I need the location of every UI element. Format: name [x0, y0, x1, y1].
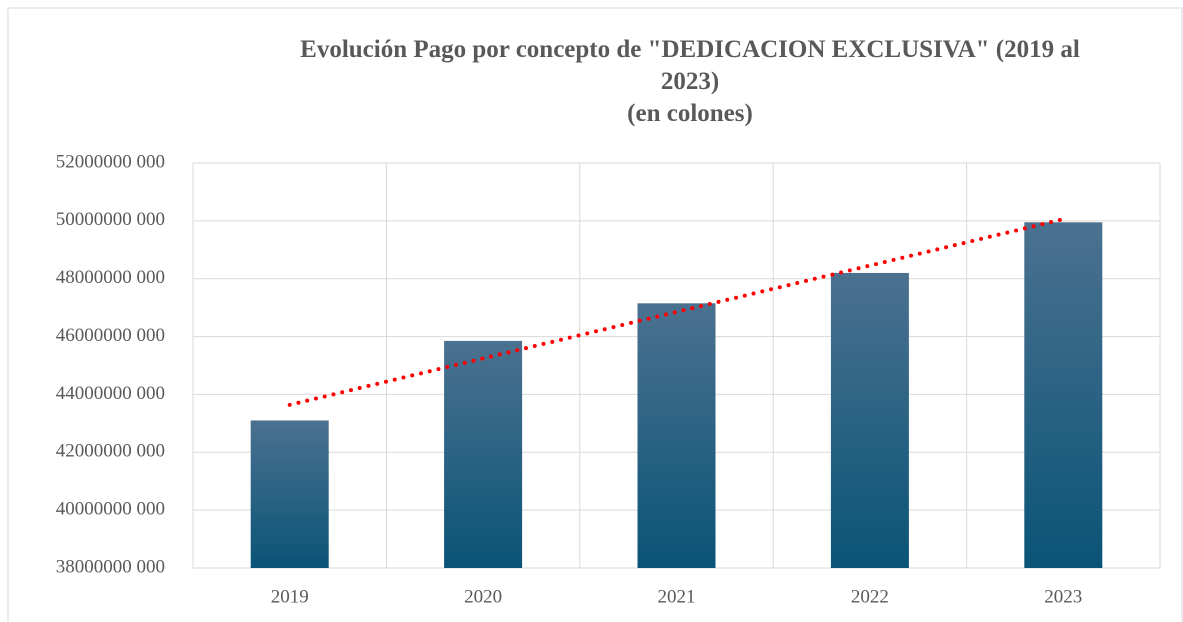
trendline [287, 217, 1066, 407]
x-tick-label: 2022 [851, 586, 889, 607]
y-tick-label: 38000000 000 [56, 556, 165, 577]
x-tick-label: 2019 [271, 586, 309, 607]
chart-border [7, 7, 1183, 622]
x-tick-label: 2021 [658, 586, 696, 607]
y-tick-label: 50000000 000 [56, 209, 165, 230]
x-tick-label: 2023 [1044, 586, 1082, 607]
bar [830, 272, 909, 568]
bar [250, 420, 329, 568]
chart-subtitle: (en colones) [627, 100, 753, 127]
y-tick-label: 46000000 000 [56, 325, 165, 346]
y-tick-label: 48000000 000 [56, 267, 165, 288]
bar [1024, 222, 1103, 568]
y-tick-label: 40000000 000 [56, 499, 165, 520]
x-tick-label: 2020 [464, 586, 502, 607]
chart-title-block: Evolución Pago por concepto de "DEDICACI… [290, 34, 1090, 130]
y-tick-label: 52000000 000 [56, 151, 165, 172]
bar [444, 340, 523, 568]
y-tick-label: 42000000 000 [56, 441, 165, 462]
chart-title: Evolución Pago por concepto de "DEDICACI… [300, 36, 1080, 95]
y-tick-label: 44000000 000 [56, 383, 165, 404]
bar [637, 303, 716, 568]
